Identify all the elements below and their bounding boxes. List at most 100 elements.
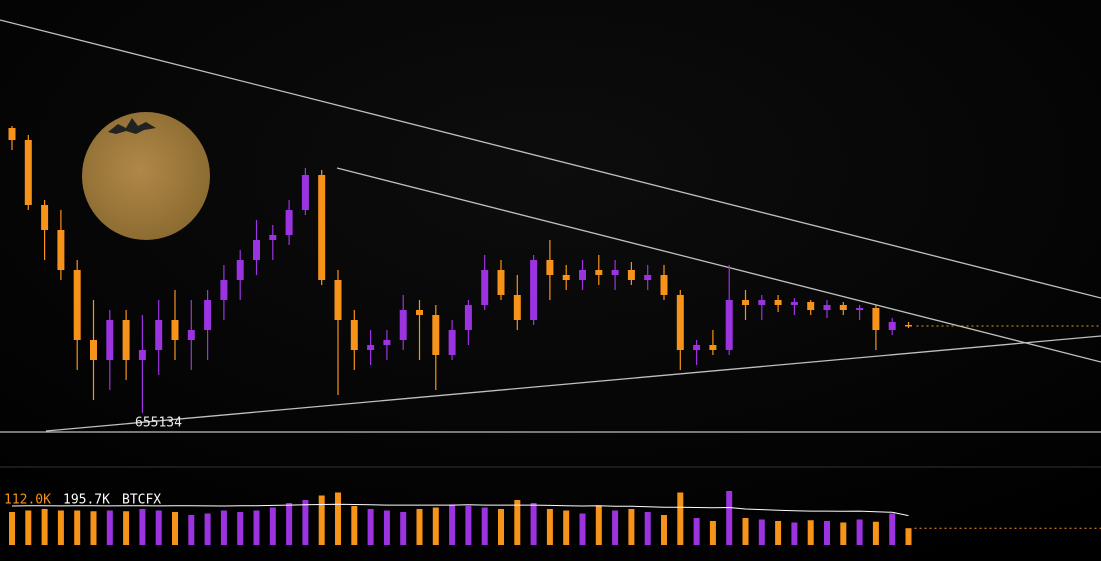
volume-bar [530,503,537,545]
candle-body [73,270,81,340]
volume-bar [579,513,586,545]
volume-bar [400,512,407,545]
volume-bar [449,504,456,545]
candle-body [513,295,521,320]
volume-bar [824,521,830,545]
candle-body [774,300,782,305]
volume-bar [106,510,113,545]
candle-body [742,300,749,305]
candle-body [905,325,912,327]
volume-bar [432,507,439,545]
candle-body [138,350,146,360]
volume-bar [253,510,260,545]
volume-bar [563,510,570,545]
candle-body [236,260,244,280]
candle-body [856,308,864,310]
volume-bar [172,512,178,545]
candle-body [562,275,570,280]
volume-bar [123,511,130,545]
volume-bar [628,509,635,545]
candle-body [416,310,423,315]
volume-bar [791,522,798,545]
volume-bar [807,520,814,545]
volume-bar [856,519,863,545]
volume-bar [644,512,651,545]
candle-body [530,260,538,320]
candle-body [367,345,375,350]
volume-bar [383,510,390,545]
volume-bar [726,491,733,545]
candle-body [285,210,293,235]
candle-body [823,305,831,310]
volume-bar [9,512,15,545]
volume-bar [465,506,472,545]
volume-ma-label: 195.7K [63,493,110,508]
candle-body [106,320,114,360]
candle-body [611,270,619,275]
volume-bar [775,521,782,545]
volume-bar [302,500,309,545]
candle-body [204,300,212,330]
candle-body [301,175,309,210]
volume-bar [41,509,48,545]
candle-body [872,308,880,330]
volume-bar [155,510,162,545]
volume-bar [220,510,227,545]
volume-bar [595,506,602,545]
volume-bar [318,495,325,545]
marks [8,126,1101,545]
candle-body [725,300,733,350]
volume-bar [872,521,879,545]
volume-bar [237,512,244,545]
candle-body [155,320,163,350]
candle-body [579,270,586,280]
candle-body [660,275,668,295]
candle-body [839,305,847,310]
candle-body [595,270,603,275]
volume-bar [139,509,146,545]
volume-bar [90,511,97,545]
candle-body [546,260,554,275]
candle-body [497,270,505,295]
trend-line [45,335,1101,432]
candle-body [888,322,896,330]
candle-body [644,275,652,280]
volume-label: 112.0K [4,493,51,508]
volume-bar [351,506,358,545]
volume-bar [693,518,700,545]
volume-bar [286,503,293,545]
candle-body [8,128,16,140]
trend-line [0,19,1101,299]
volume-bar [25,510,32,545]
candle-body [57,230,65,270]
volume-bar [661,515,667,545]
candle-body [448,330,456,355]
candle-body [464,305,472,330]
volume-bar [546,509,553,545]
trend-lines [0,19,1101,433]
volume-ma-line [11,503,909,517]
volume-bar [204,513,211,545]
candle-body [432,315,440,355]
trend-line [336,167,1101,363]
candle-body [334,280,342,320]
candle-body [253,240,260,260]
candle-body [790,302,798,305]
low-label: 655134 [135,416,182,431]
volume-bar [742,518,749,545]
volume-bar [269,507,276,545]
volume-bar [188,515,195,545]
candle-body [41,205,49,230]
volume-bar [709,521,716,545]
candle-body [399,310,407,340]
candle-body [709,345,717,350]
candle-body [122,320,130,360]
moon [82,112,210,240]
candle-body [758,300,766,305]
candle-body [627,270,635,280]
candle-body [383,340,391,345]
candle-body [676,295,684,350]
volume-bar [677,492,684,545]
